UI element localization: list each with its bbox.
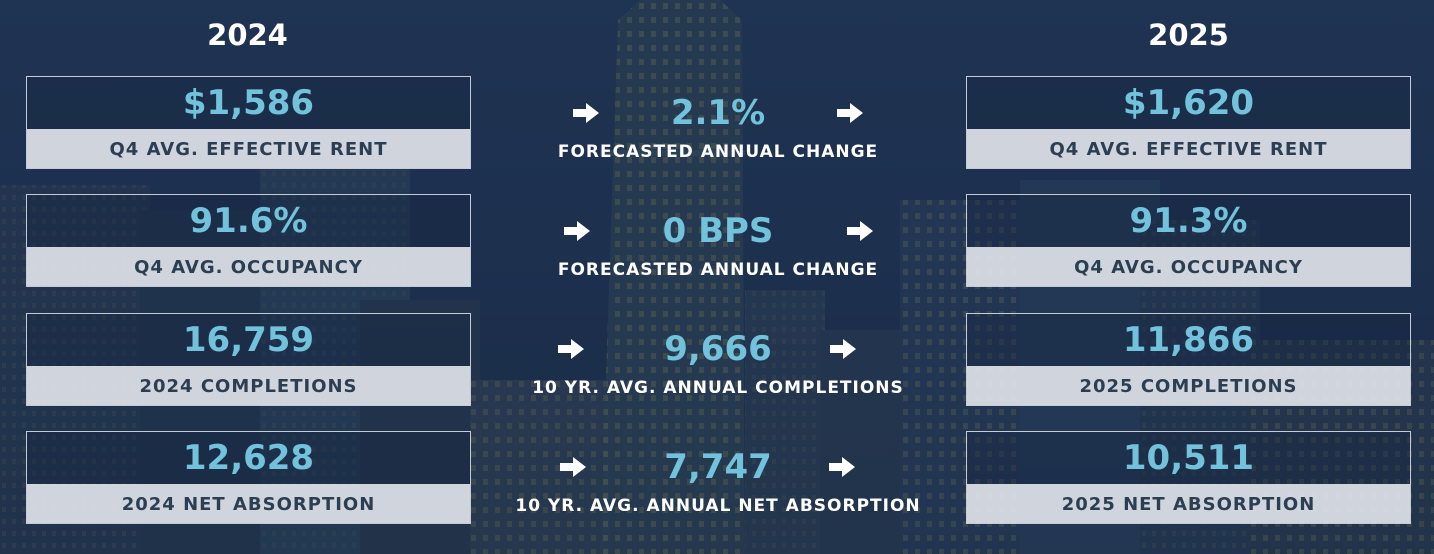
forecast-occupancy: 0 BPS FORECASTED ANNUAL CHANGE [518, 205, 918, 295]
stat-card-2024-effective-rent: $1,586 Q4 AVG. EFFECTIVE RENT [26, 76, 471, 169]
stat-label: Q4 AVG. EFFECTIVE RENT [967, 129, 1410, 168]
stat-label: 2024 COMPLETIONS [27, 366, 470, 405]
stat-card-2024-occupancy: 91.6% Q4 AVG. OCCUPANCY [26, 194, 471, 287]
ten-year-label: 10 YR. AVG. ANNUAL COMPLETIONS [532, 378, 904, 398]
ten-year-label: 10 YR. AVG. ANNUAL NET ABSORPTION [515, 496, 921, 516]
arrow-right-icon [837, 103, 863, 123]
stat-card-2025-net-absorption: 10,511 2025 NET ABSORPTION [966, 431, 1411, 524]
stat-value: 11,866 [1122, 320, 1255, 360]
stat-card-2025-completions: 11,866 2025 COMPLETIONS [966, 313, 1411, 406]
forecast-label: FORECASTED ANNUAL CHANGE [557, 260, 879, 280]
year-label-right: 2025 [1148, 18, 1229, 52]
ten-year-value: 9,666 [664, 329, 772, 369]
stat-card-2024-net-absorption: 12,628 2024 NET ABSORPTION [26, 431, 471, 524]
forecast-effective-rent: 2.1% FORECASTED ANNUAL CHANGE [518, 87, 918, 177]
arrow-right-icon [829, 457, 855, 477]
stat-value: 10,511 [1122, 438, 1255, 478]
arrow-right-icon [573, 103, 599, 123]
arrow-right-icon [847, 221, 873, 241]
forecast-label: FORECASTED ANNUAL CHANGE [557, 142, 879, 162]
stat-label: Q4 AVG. EFFECTIVE RENT [27, 129, 470, 168]
stat-card-2025-effective-rent: $1,620 Q4 AVG. EFFECTIVE RENT [966, 76, 1411, 169]
stat-value: 16,759 [182, 320, 315, 360]
stat-label: 2025 COMPLETIONS [967, 366, 1410, 405]
arrow-right-icon [558, 339, 584, 359]
stat-value: 91.6% [189, 201, 308, 241]
arrow-right-icon [830, 339, 856, 359]
stat-value: $1,620 [1122, 83, 1255, 123]
stat-value: 91.3% [1129, 201, 1248, 241]
ten-year-net-absorption: 7,747 10 YR. AVG. ANNUAL NET ABSORPTION [515, 441, 919, 531]
stat-value: 12,628 [182, 438, 315, 478]
year-label-left: 2024 [207, 18, 288, 52]
stat-label: Q4 AVG. OCCUPANCY [967, 247, 1410, 286]
ten-year-completions: 9,666 10 YR. AVG. ANNUAL COMPLETIONS [518, 323, 918, 413]
stat-card-2024-completions: 16,759 2024 COMPLETIONS [26, 313, 471, 406]
forecast-value: 2.1% [670, 93, 766, 133]
stat-label: 2025 NET ABSORPTION [967, 484, 1410, 523]
ten-year-value: 7,747 [664, 447, 772, 487]
arrow-right-icon [560, 457, 586, 477]
stat-label: Q4 AVG. OCCUPANCY [27, 247, 470, 286]
stat-label: 2024 NET ABSORPTION [27, 484, 470, 523]
forecast-value: 0 BPS [662, 211, 774, 251]
arrow-right-icon [564, 221, 590, 241]
stat-card-2025-occupancy: 91.3% Q4 AVG. OCCUPANCY [966, 194, 1411, 287]
stat-value: $1,586 [182, 83, 315, 123]
